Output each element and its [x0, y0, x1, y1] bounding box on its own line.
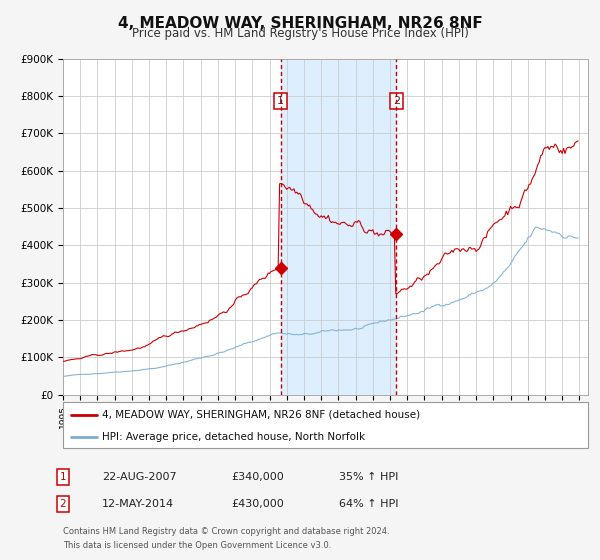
FancyBboxPatch shape: [63, 402, 588, 448]
Text: 22-AUG-2007: 22-AUG-2007: [102, 472, 176, 482]
Text: £430,000: £430,000: [231, 499, 284, 509]
Text: 2: 2: [393, 96, 400, 106]
Text: 1: 1: [277, 96, 284, 106]
Text: 12-MAY-2014: 12-MAY-2014: [102, 499, 174, 509]
Text: 1: 1: [59, 472, 67, 482]
Text: 64% ↑ HPI: 64% ↑ HPI: [339, 499, 398, 509]
Text: 4, MEADOW WAY, SHERINGHAM, NR26 8NF (detached house): 4, MEADOW WAY, SHERINGHAM, NR26 8NF (det…: [103, 410, 421, 420]
Text: 2: 2: [59, 499, 67, 509]
Text: HPI: Average price, detached house, North Norfolk: HPI: Average price, detached house, Nort…: [103, 432, 365, 441]
Text: 35% ↑ HPI: 35% ↑ HPI: [339, 472, 398, 482]
Text: This data is licensed under the Open Government Licence v3.0.: This data is licensed under the Open Gov…: [63, 541, 331, 550]
Text: £340,000: £340,000: [231, 472, 284, 482]
Text: Contains HM Land Registry data © Crown copyright and database right 2024.: Contains HM Land Registry data © Crown c…: [63, 528, 389, 536]
Text: Price paid vs. HM Land Registry's House Price Index (HPI): Price paid vs. HM Land Registry's House …: [131, 27, 469, 40]
Text: 4, MEADOW WAY, SHERINGHAM, NR26 8NF: 4, MEADOW WAY, SHERINGHAM, NR26 8NF: [118, 16, 482, 31]
Bar: [281, 59, 397, 395]
